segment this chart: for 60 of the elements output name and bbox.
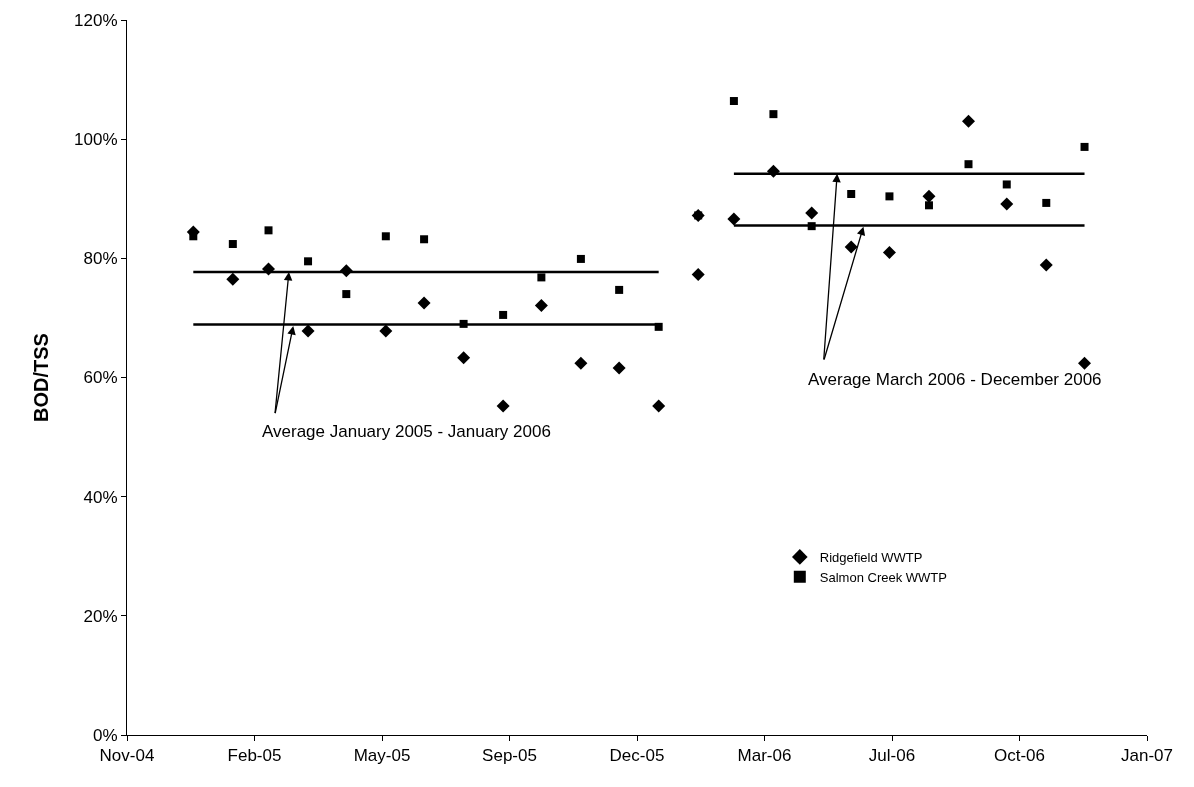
x-tick-label: Nov-04 bbox=[99, 746, 155, 766]
annotation: Average March 2006 - December 2006 bbox=[808, 370, 1102, 389]
point bbox=[534, 298, 548, 312]
y-tick-label: 120% bbox=[74, 10, 118, 30]
y-tick-label: 40% bbox=[83, 487, 118, 507]
point bbox=[885, 192, 894, 201]
point bbox=[1078, 356, 1092, 370]
point bbox=[1000, 197, 1014, 211]
point bbox=[420, 235, 429, 244]
point bbox=[496, 399, 510, 413]
point bbox=[264, 226, 273, 235]
point bbox=[727, 212, 741, 226]
legend-label: Ridgefield WWTP bbox=[819, 549, 923, 565]
x-tick-label: May-05 bbox=[353, 746, 411, 766]
point bbox=[574, 356, 588, 370]
point bbox=[1042, 198, 1051, 207]
point bbox=[844, 240, 858, 254]
point bbox=[882, 245, 896, 259]
legend-label: Salmon Creek WWTP bbox=[819, 569, 947, 585]
point bbox=[226, 272, 240, 286]
x-tick-label: Feb-05 bbox=[227, 746, 282, 766]
point bbox=[691, 267, 705, 281]
point bbox=[417, 296, 431, 310]
point bbox=[924, 201, 933, 210]
point bbox=[615, 285, 624, 294]
point bbox=[228, 240, 237, 249]
annotation: Average January 2005 - January 2006 bbox=[262, 422, 551, 441]
point bbox=[652, 399, 666, 413]
x-tick-label: Jul-06 bbox=[868, 746, 916, 766]
point bbox=[922, 189, 936, 203]
y-tick-label: 20% bbox=[83, 606, 118, 626]
x-tick-label: Oct-06 bbox=[993, 746, 1046, 766]
y-tick-label: 80% bbox=[83, 249, 118, 269]
point bbox=[576, 254, 585, 263]
x-tick-label: Jan-07 bbox=[1121, 746, 1173, 766]
point bbox=[342, 290, 351, 299]
y-tick-label: 100% bbox=[74, 130, 118, 150]
x-tick-label: Dec-05 bbox=[609, 746, 665, 766]
point bbox=[962, 114, 975, 128]
point bbox=[1080, 142, 1089, 151]
point bbox=[381, 232, 390, 241]
y-tick-label: 60% bbox=[83, 368, 118, 388]
point bbox=[301, 324, 315, 338]
point bbox=[769, 110, 778, 119]
point bbox=[304, 257, 313, 266]
point bbox=[457, 351, 471, 365]
y-axis-title: BOD/TSS bbox=[29, 333, 52, 422]
point bbox=[612, 361, 626, 375]
x-tick-label: Mar-06 bbox=[737, 746, 792, 766]
point bbox=[1039, 258, 1053, 272]
point bbox=[847, 189, 856, 198]
point bbox=[805, 206, 819, 220]
point bbox=[729, 97, 738, 106]
y-tick-label: 0% bbox=[93, 725, 118, 745]
point bbox=[499, 310, 508, 319]
point bbox=[1002, 180, 1011, 189]
point bbox=[379, 324, 393, 338]
point bbox=[537, 273, 546, 282]
x-tick-label: Sep-05 bbox=[482, 746, 537, 766]
point bbox=[964, 160, 973, 169]
